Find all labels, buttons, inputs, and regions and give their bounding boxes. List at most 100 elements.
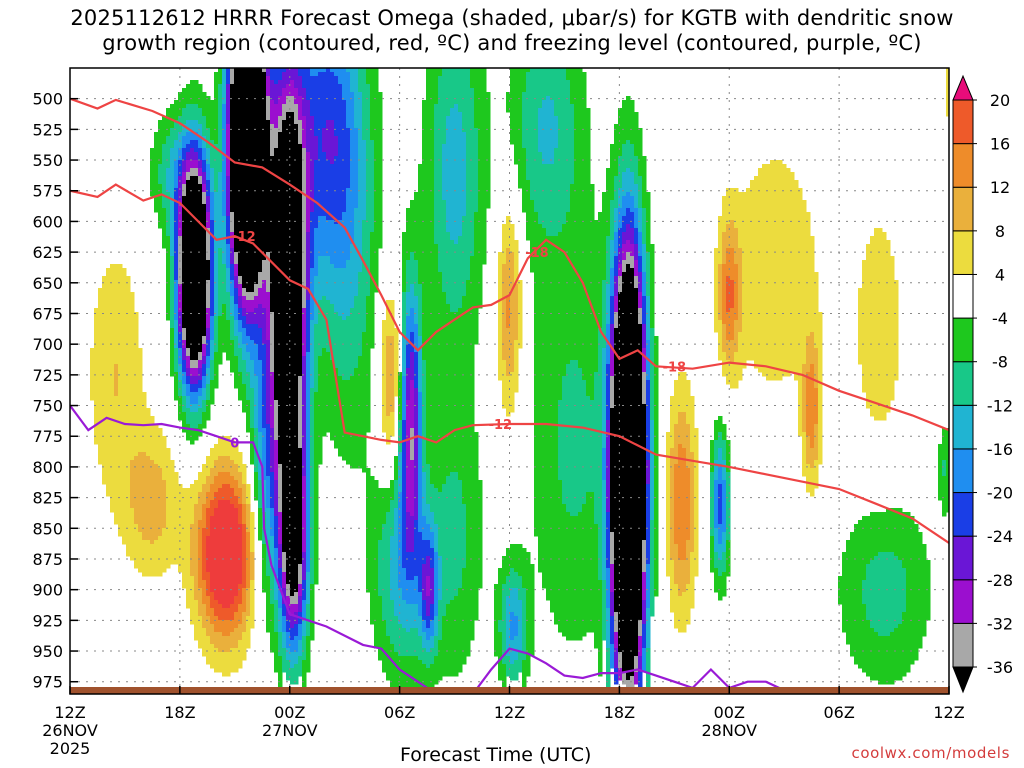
omega-cell: [566, 364, 571, 513]
omega-cell: [718, 416, 723, 433]
omega-cell: [638, 208, 643, 233]
omega-cell: [626, 192, 631, 209]
omega-cell: [286, 632, 291, 649]
omega-cell: [338, 68, 343, 85]
omega-cell: [246, 588, 251, 617]
omega-cell: [518, 652, 523, 673]
omega-cell: [546, 164, 551, 237]
omega-cell: [226, 292, 231, 321]
omega-cell: [282, 72, 287, 89]
omega-cell: [266, 252, 271, 293]
colorbar: 20 16 12 8 4 -4 -8 -12 -16 -20 -24 -28 -32 -36: [952, 74, 1013, 694]
omega-cell: [918, 532, 923, 649]
omega-cell: [262, 260, 267, 281]
omega-cell: [402, 336, 407, 377]
omega-cell: [606, 168, 611, 237]
omega-cell: [422, 600, 427, 621]
omega-cell: [686, 424, 691, 469]
omega-cell: [234, 276, 239, 289]
omega-cell: [454, 244, 459, 313]
omega-cell: [210, 220, 215, 317]
omega-cell: [506, 548, 511, 577]
omega-cell: [222, 304, 227, 353]
colorbar-box: [952, 404, 974, 450]
omega-cell: [638, 620, 643, 637]
omega-cell: [682, 560, 687, 593]
omega-cell: [206, 328, 211, 341]
omega-cell: [402, 232, 407, 293]
omega-cell: [234, 264, 239, 277]
omega-cell: [394, 616, 399, 653]
omega-cell: [250, 428, 255, 465]
omega-cell: [634, 228, 639, 245]
omega-cell: [378, 540, 383, 597]
omega-cell: [230, 340, 235, 373]
omega-cell: [274, 600, 279, 633]
y-tick-label: 925: [32, 611, 63, 630]
omega-cell: [730, 220, 735, 249]
omega-cell: [202, 148, 207, 161]
omega-cell: [326, 120, 331, 161]
omega-cell: [758, 168, 763, 373]
omega-cell: [278, 116, 283, 133]
omega-cell: [470, 88, 475, 257]
omega-cell: [410, 580, 415, 605]
omega-cell: [910, 516, 915, 665]
omega-cell: [470, 68, 475, 89]
omega-cell: [414, 520, 419, 577]
y-tick-label: 775: [32, 427, 63, 446]
omega-cell: [186, 376, 191, 385]
omega-cell: [190, 484, 195, 525]
omega-cell: [294, 88, 299, 105]
omega-cell: [222, 104, 227, 217]
omega-cell: [530, 200, 535, 273]
colorbar-box: [952, 143, 974, 188]
omega-cell: [370, 68, 375, 141]
omega-cell: [314, 160, 319, 229]
omega-cell: [346, 72, 351, 129]
omega-cell: [198, 616, 203, 649]
omega-cell: [882, 636, 887, 685]
omega-cell: [138, 532, 143, 573]
omega-cell: [650, 420, 655, 521]
omega-cell: [206, 572, 211, 597]
omega-cell: [190, 392, 195, 405]
omega-cell: [682, 372, 687, 413]
omega-cell: [570, 360, 575, 517]
omega-cell: [186, 172, 191, 181]
omega-cell: [242, 316, 247, 329]
omega-cell: [354, 208, 359, 297]
omega-cell: [202, 628, 207, 657]
omega-cell: [178, 200, 183, 237]
omega-cell: [406, 316, 411, 345]
omega-cell: [882, 512, 887, 553]
omega-cell: [554, 148, 559, 237]
x-tick-label: 06Z: [384, 703, 415, 722]
omega-cell: [718, 320, 723, 361]
omega-cell: [278, 568, 283, 589]
omega-cell: [610, 200, 615, 241]
omega-cell: [238, 320, 243, 333]
omega-cell: [210, 340, 215, 361]
omega-cell: [430, 548, 435, 569]
x-tick-label: 18Z: [604, 703, 635, 722]
omega-cell: [722, 460, 727, 481]
omega-cell: [570, 516, 575, 641]
omega-cell: [642, 624, 647, 649]
omega-cell: [194, 152, 199, 161]
omega-cell: [610, 268, 615, 297]
omega-cell: [182, 148, 187, 161]
omega-cell: [230, 440, 235, 461]
omega-cell: [670, 448, 675, 561]
omega-cell: [862, 580, 867, 605]
omega-cell: [90, 348, 95, 401]
omega-cell: [786, 168, 791, 377]
omega-cell: [714, 528, 719, 553]
omega-cell: [238, 584, 243, 605]
omega-cell: [218, 632, 223, 653]
omega-cell: [198, 184, 203, 353]
omega-cell: [202, 376, 207, 389]
omega-cell: [302, 148, 307, 309]
omega-cell: [414, 388, 419, 521]
omega-cell: [170, 148, 175, 257]
